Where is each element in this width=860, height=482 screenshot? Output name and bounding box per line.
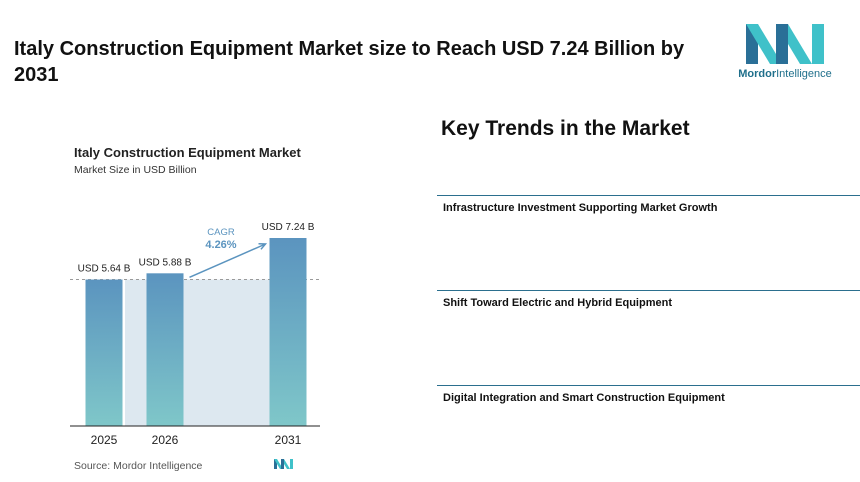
tick-label-2031: 2031: [275, 433, 302, 447]
trend-label: Shift Toward Electric and Hybrid Equipme…: [443, 297, 672, 309]
data-label-2031: USD 7.24 B: [262, 222, 315, 233]
chart-subtitle: Market Size in USD Billion: [74, 164, 197, 176]
bar-2031: [269, 238, 307, 426]
trend-label: Digital Integration and Smart Constructi…: [443, 392, 725, 404]
cagr-arrow: [189, 243, 266, 279]
mordor-intelligence-logo: MordorIntelligence: [732, 22, 838, 84]
tick-label-2025: 2025: [91, 433, 118, 447]
chart-title: Italy Construction Equipment Market: [74, 145, 301, 160]
cagr-value: 4.26%: [205, 239, 236, 251]
bar-2026: [146, 273, 184, 426]
chart-source: Source: Mordor Intelligence: [74, 460, 203, 472]
logo-wordmark: MordorIntelligence: [738, 68, 832, 80]
trend-item-electric-hybrid: Shift Toward Electric and Hybrid Equipme…: [437, 290, 860, 309]
data-label-2026: USD 5.88 B: [139, 257, 192, 268]
data-label-2025: USD 5.64 B: [78, 264, 131, 275]
cagr-arrow-head: [258, 242, 268, 250]
tick-label-2026: 2026: [152, 433, 179, 447]
trend-item-infrastructure: Infrastructure Investment Supporting Mar…: [437, 195, 860, 214]
logo-mark-icon: [746, 24, 824, 64]
page-title: Italy Construction Equipment Market size…: [14, 38, 685, 86]
bar-2025: [85, 279, 123, 426]
trend-item-digital-integration: Digital Integration and Smart Constructi…: [437, 385, 860, 404]
cagr-label: CAGR: [207, 227, 235, 238]
key-trends-heading: Key Trends in the Market: [441, 117, 690, 140]
mini-logo-icon: [274, 459, 293, 469]
trend-label: Infrastructure Investment Supporting Mar…: [443, 202, 718, 214]
